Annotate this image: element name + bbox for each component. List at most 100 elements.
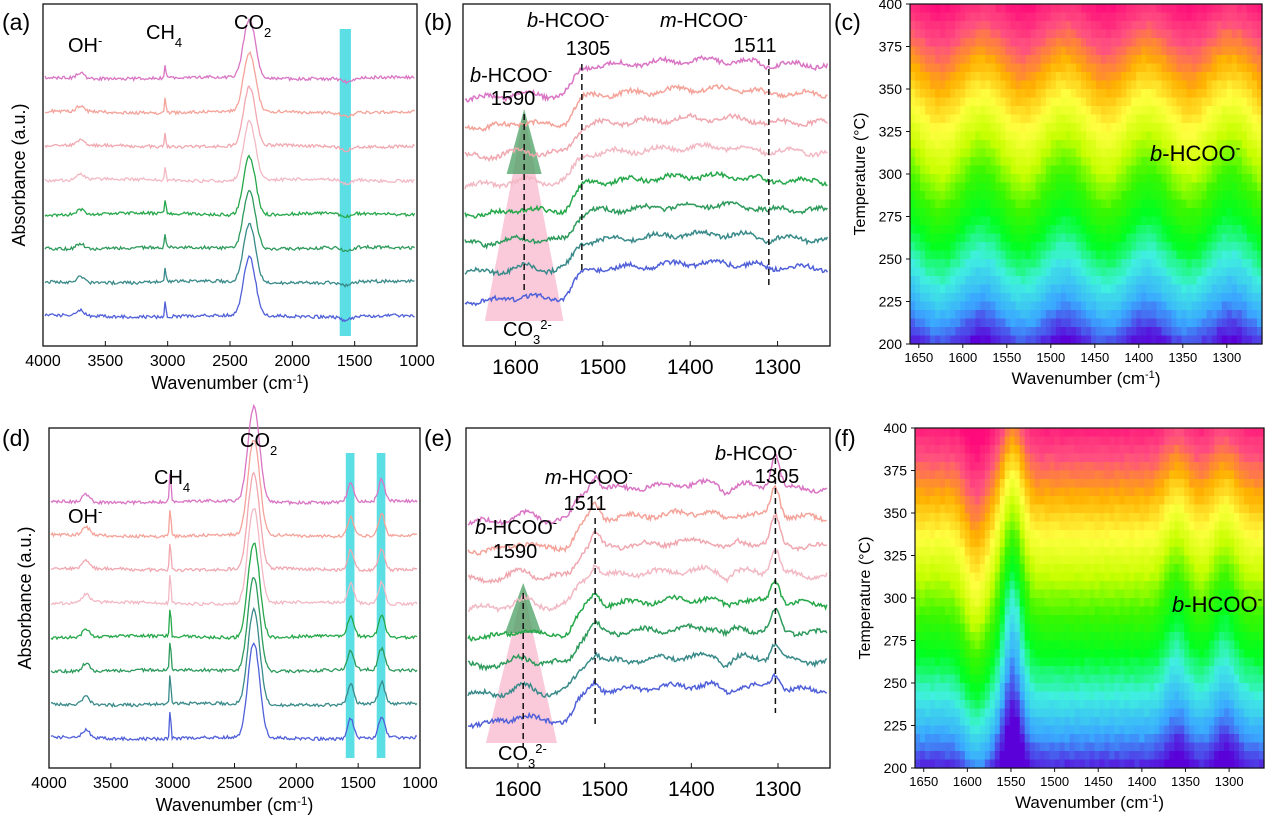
heatmap-cell bbox=[1119, 496, 1125, 506]
heatmap-cell bbox=[1114, 683, 1121, 693]
heatmap-cell bbox=[959, 751, 966, 761]
heatmap-cell bbox=[959, 615, 966, 625]
heatmap-cell bbox=[1256, 335, 1263, 345]
heatmap-cell bbox=[1004, 445, 1011, 455]
heatmap-cell bbox=[1201, 310, 1208, 320]
heatmap-cell bbox=[1131, 165, 1137, 175]
heatmap-cell bbox=[1129, 462, 1135, 472]
heatmap-cell bbox=[1044, 683, 1051, 693]
heatmap-cell bbox=[1009, 581, 1016, 591]
heatmap-cell bbox=[1149, 547, 1155, 557]
heatmap-cell bbox=[1221, 191, 1228, 201]
heatmap-cell bbox=[1040, 301, 1047, 311]
heatmap-cell bbox=[1024, 734, 1031, 744]
heatmap-cell bbox=[995, 276, 1002, 286]
heatmap-cell bbox=[1149, 496, 1155, 506]
heatmap-cell bbox=[1020, 21, 1027, 31]
heatmap-cell bbox=[1049, 428, 1056, 438]
heatmap-cell bbox=[1054, 751, 1061, 761]
heatmap-cell bbox=[1029, 496, 1036, 506]
heatmap-cell bbox=[939, 657, 946, 667]
heatmap-cell bbox=[1231, 182, 1238, 192]
heatmap-cell bbox=[989, 555, 996, 565]
spectrum-series bbox=[50, 542, 418, 641]
heatmap-cell bbox=[1059, 487, 1066, 497]
heatmap-cell bbox=[960, 335, 966, 345]
heatmap-cell bbox=[1045, 4, 1052, 14]
heatmap-cell bbox=[1045, 216, 1052, 226]
heatmap-cell bbox=[1151, 140, 1157, 150]
heatmap-cell bbox=[989, 453, 996, 463]
heatmap-cell bbox=[1114, 734, 1121, 744]
heatmap-cell bbox=[1055, 114, 1062, 124]
heatmap-cell bbox=[949, 632, 956, 642]
heatmap-cell bbox=[1000, 242, 1007, 252]
heatmap-cell bbox=[1241, 12, 1248, 22]
heatmap-cell bbox=[1116, 259, 1122, 269]
heatmap-cell bbox=[1086, 267, 1092, 277]
heatmap-cell bbox=[1086, 148, 1092, 158]
heatmap-cell bbox=[1124, 428, 1130, 438]
heatmap-cell bbox=[1080, 89, 1087, 99]
heatmap-cell bbox=[1024, 598, 1031, 608]
heatmap-cell bbox=[964, 470, 971, 480]
heatmap-cell bbox=[930, 72, 936, 82]
heatmap-cell bbox=[949, 436, 956, 446]
heatmap-cell bbox=[994, 496, 1001, 506]
heatmap-cell bbox=[1211, 38, 1218, 48]
heatmap-cell bbox=[919, 453, 926, 463]
heatmap-cell bbox=[1171, 46, 1178, 56]
heatmap-cell bbox=[1236, 106, 1243, 116]
heatmap-cell bbox=[920, 191, 926, 201]
heatmap-cell bbox=[1020, 199, 1027, 209]
heatmap-cell bbox=[959, 700, 966, 710]
heatmap-cell bbox=[1251, 38, 1258, 48]
heatmap-cell bbox=[1020, 29, 1027, 39]
heatmap-cell bbox=[1065, 148, 1072, 158]
heatmap-cell bbox=[1060, 148, 1067, 158]
heatmap-cell bbox=[1106, 131, 1112, 141]
heatmap-cell bbox=[1039, 598, 1046, 608]
heatmap-cell bbox=[1060, 165, 1067, 175]
heatmap-cell bbox=[1089, 564, 1096, 574]
heatmap-cell bbox=[944, 504, 951, 514]
heatmap-cell bbox=[1000, 4, 1007, 14]
heatmap-cell bbox=[940, 216, 946, 226]
heatmap-cell bbox=[1050, 131, 1057, 141]
heatmap-cell bbox=[954, 759, 961, 769]
heatmap-cell bbox=[920, 29, 926, 39]
heatmap-cell bbox=[1070, 182, 1077, 192]
heatmap-cell bbox=[944, 598, 951, 608]
heatmap-cell bbox=[1050, 72, 1057, 82]
heatmap-cell bbox=[1166, 38, 1173, 48]
heatmap-cell bbox=[1191, 21, 1198, 31]
heatmap-cell bbox=[1106, 284, 1112, 294]
heatmap-cell bbox=[965, 225, 971, 235]
heatmap-cell bbox=[1241, 276, 1248, 286]
heatmap-cell bbox=[1014, 547, 1021, 557]
heatmap-cell bbox=[1121, 123, 1127, 133]
heatmap-cell bbox=[960, 293, 966, 303]
heatmap-cell bbox=[995, 242, 1002, 252]
heatmap-cell bbox=[1101, 89, 1107, 99]
heatmap-cell bbox=[1099, 683, 1106, 693]
heatmap-cell bbox=[1084, 581, 1091, 591]
heatmap-cell bbox=[989, 606, 996, 616]
heatmap-cell bbox=[929, 496, 936, 506]
heatmap-cell bbox=[1055, 335, 1062, 345]
heatmap-cell bbox=[1181, 46, 1188, 56]
heatmap-cell bbox=[995, 165, 1002, 175]
heatmap-cell bbox=[1246, 216, 1253, 226]
heatmap-cell bbox=[1059, 691, 1066, 701]
heatmap-cell bbox=[1186, 80, 1193, 90]
heatmap-cell bbox=[974, 538, 981, 548]
heatmap-cell bbox=[1216, 89, 1223, 99]
species-label: b-HCOO- bbox=[715, 441, 797, 466]
heatmap-cell bbox=[1010, 72, 1017, 82]
heatmap-cell bbox=[1094, 555, 1101, 565]
heatmap-cell bbox=[1050, 165, 1057, 175]
heatmap-cell bbox=[950, 242, 956, 252]
heatmap-cell bbox=[925, 335, 931, 345]
heatmap-cell bbox=[985, 80, 992, 90]
heatmap-cell bbox=[1231, 89, 1238, 99]
